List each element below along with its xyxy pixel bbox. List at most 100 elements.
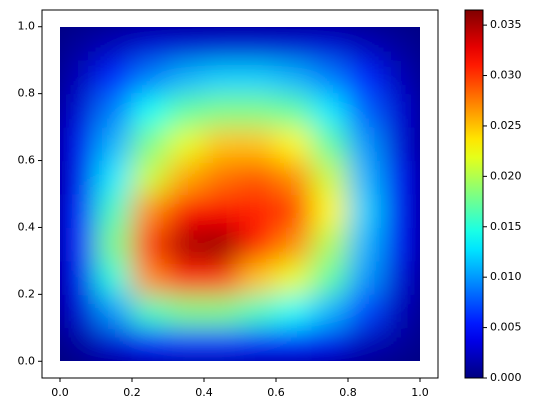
heatmap-cell (167, 193, 205, 228)
heatmap-cells (60, 27, 420, 361)
heatmap-cell (239, 293, 277, 329)
heatmap-cell (203, 193, 241, 228)
heatmap-cell (167, 226, 205, 262)
colorbar-tick-label: 0.015 (490, 220, 522, 233)
heatmap-cell (383, 27, 420, 61)
heatmap-cell (95, 193, 133, 228)
heatmap-cell (275, 193, 313, 228)
heatmap-cell (311, 126, 349, 162)
heatmap-cell (275, 293, 313, 329)
heatmap-cell (60, 293, 97, 329)
heatmap-cell (60, 327, 97, 361)
heatmap-cell (311, 27, 349, 61)
heatmap-cell (167, 59, 205, 95)
heatmap-cell (95, 293, 133, 329)
heatmap-cell (347, 93, 385, 128)
x-tick-label: 0.0 (51, 386, 69, 399)
colorbar-tick-label: 0.025 (490, 119, 522, 132)
heatmap-cell (311, 59, 349, 95)
heatmap-cell (167, 160, 205, 195)
heatmap-cell (239, 160, 277, 195)
heatmap-cell (131, 327, 169, 361)
heatmap-cell (275, 59, 313, 95)
heatmap-cell (347, 126, 385, 162)
heatmap-cell (275, 260, 313, 295)
heatmap-cell (60, 59, 97, 95)
heatmap-cell (239, 260, 277, 295)
y-tick-label: 0.6 (18, 154, 36, 167)
heatmap-cell (167, 126, 205, 162)
x-tick-label: 1.0 (411, 386, 429, 399)
heatmap-cell (203, 160, 241, 195)
heatmap-cell (60, 226, 97, 262)
heatmap-cell (275, 93, 313, 128)
y-tick-label: 0.0 (18, 354, 36, 367)
heatmap-cell (239, 93, 277, 128)
heatmap-cell (275, 27, 313, 61)
axes-frame (41, 9, 439, 379)
colorbar-tick-label: 0.010 (490, 270, 522, 283)
heatmap-cell (60, 193, 97, 228)
heatmap-cell (383, 327, 420, 361)
heatmap-cell (347, 327, 385, 361)
heatmap-cell (275, 126, 313, 162)
heatmap-cell (203, 27, 241, 61)
heatmap-cell (203, 93, 241, 128)
heatmap-cell (239, 327, 277, 361)
heatmap-cell (239, 27, 277, 61)
heatmap-cell (239, 193, 277, 228)
colorbar-tick-label: 0.005 (490, 321, 522, 334)
x-tick-label: 0.2 (123, 386, 141, 399)
heatmap-cell (60, 260, 97, 295)
heatmap-cell (239, 59, 277, 95)
heatmap-cell (95, 126, 133, 162)
heatmap-cell (347, 260, 385, 295)
colorbar-tick-label: 0.000 (490, 371, 522, 384)
heatmap-cell (383, 293, 420, 329)
heatmap-cell (131, 93, 169, 128)
heatmap-cell (95, 327, 133, 361)
heatmap-cell (203, 260, 241, 295)
heatmap-cell (383, 59, 420, 95)
heatmap-cell (311, 160, 349, 195)
heatmap-cell (203, 293, 241, 329)
heatmap-cell (95, 260, 133, 295)
heatmap-cell (131, 293, 169, 329)
heatmap-cell (95, 27, 133, 61)
heatmap-cell (131, 160, 169, 195)
heatmap-cell (239, 126, 277, 162)
heatmap-cell (347, 27, 385, 61)
colorbar-tick-label: 0.035 (490, 18, 522, 31)
heatmap-cell (131, 27, 169, 61)
heatmap-cell (131, 260, 169, 295)
heatmap-cell (60, 27, 97, 61)
heatmap-cell (275, 327, 313, 361)
heatmap-cell (203, 226, 241, 262)
heatmap-cell (347, 59, 385, 95)
heatmap-cell (311, 260, 349, 295)
heatmap-cell (203, 59, 241, 95)
heatmap-cell (95, 160, 133, 195)
heatmap-cell (131, 226, 169, 262)
heatmap-cell (383, 126, 420, 162)
heatmap-cell (383, 93, 420, 128)
heatmap-cell (60, 160, 97, 195)
heatmap-cell (311, 193, 349, 228)
heatmap-cell (383, 226, 420, 262)
heatmap-cell (311, 226, 349, 262)
heatmap-cell (311, 293, 349, 329)
heatmap-cell (311, 93, 349, 128)
heatmap-cell (167, 93, 205, 128)
heatmap-cell (347, 193, 385, 228)
x-tick-label: 0.6 (267, 386, 285, 399)
heatmap-cell (203, 126, 241, 162)
x-tick-label: 0.4 (195, 386, 213, 399)
heatmap-cell (131, 193, 169, 228)
heatmap-cell (167, 27, 205, 61)
heatmap-cell (239, 226, 277, 262)
heatmap-cell (203, 327, 241, 361)
colorbar (464, 9, 484, 379)
heatmap-cell (383, 160, 420, 195)
heatmap-area (60, 27, 420, 361)
